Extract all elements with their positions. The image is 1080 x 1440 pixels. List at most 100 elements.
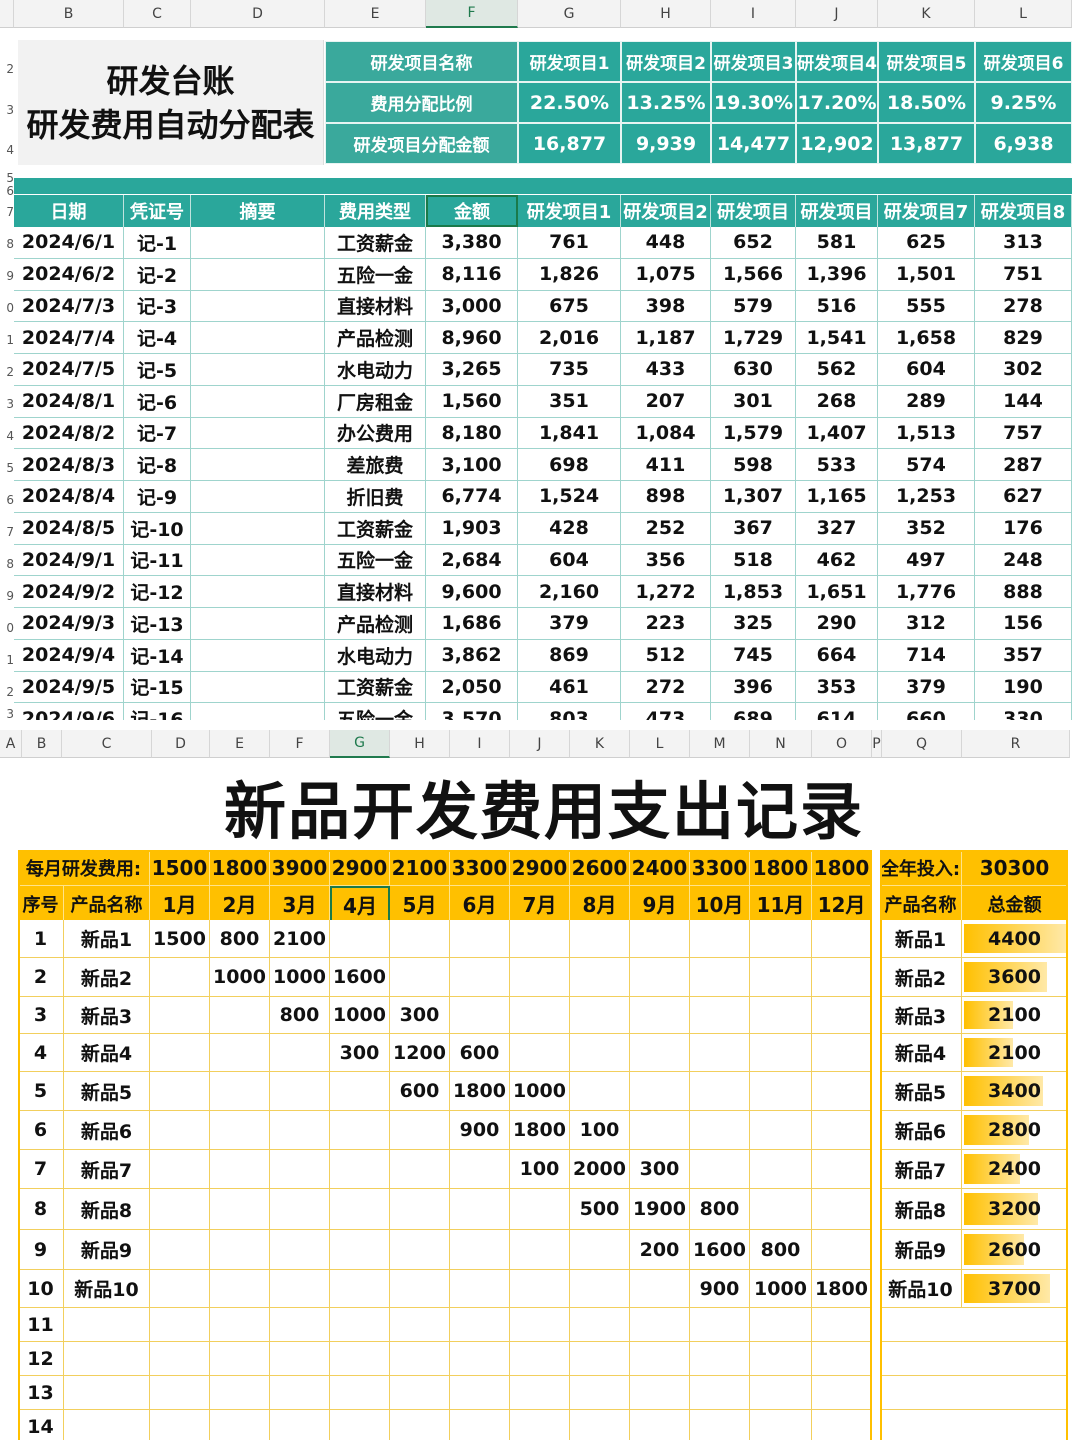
month-amount-cell[interactable]	[812, 1150, 872, 1189]
summary-cell[interactable]	[191, 385, 325, 418]
row-header[interactable]: 7	[6, 525, 14, 539]
voucher-cell[interactable]: 记-5	[124, 354, 191, 386]
month-amount-cell[interactable]	[750, 997, 812, 1034]
month-amount-cell[interactable]	[510, 958, 570, 997]
month-amount-cell[interactable]	[330, 1111, 390, 1150]
month-amount-cell[interactable]: 1800	[812, 1270, 872, 1308]
project-amount-cell[interactable]: 144	[975, 385, 1072, 418]
table-header-cell[interactable]: 研发项目2	[621, 195, 711, 227]
table-header-cell[interactable]: 凭证号	[124, 195, 191, 227]
date-cell[interactable]: 2024/9/6	[14, 703, 124, 720]
month-amount-cell[interactable]	[630, 1410, 690, 1440]
monthly-value-cell[interactable]: 2600	[570, 850, 630, 886]
project-amount-cell[interactable]: 252	[621, 512, 711, 545]
project-amount-cell[interactable]: 1,513	[878, 417, 975, 450]
month-amount-cell[interactable]	[390, 1270, 450, 1308]
table-header-cell[interactable]: 费用类型	[325, 195, 426, 227]
amount-cell[interactable]: 8,180	[426, 417, 518, 450]
summary-cell[interactable]	[191, 290, 325, 323]
date-cell[interactable]: 2024/8/5	[14, 512, 124, 545]
month-amount-cell[interactable]	[570, 958, 630, 997]
monthly-value-cell[interactable]: 1500	[150, 850, 210, 886]
summary-cell[interactable]	[191, 512, 325, 545]
month-amount-cell[interactable]: 200	[630, 1230, 690, 1270]
monthly-value-cell[interactable]: 2900	[330, 850, 390, 886]
month-amount-cell[interactable]	[330, 1376, 390, 1410]
column-header-e[interactable]: E	[325, 0, 426, 28]
amount-cell[interactable]: 8,960	[426, 322, 518, 354]
column-header-e[interactable]: E	[210, 730, 270, 758]
date-cell[interactable]: 2024/8/1	[14, 385, 124, 418]
project-amount-cell[interactable]: 1,566	[711, 258, 796, 291]
month-amount-cell[interactable]	[270, 1111, 330, 1150]
row-number-cell[interactable]: 13	[18, 1376, 64, 1410]
month-amount-cell[interactable]	[450, 1376, 510, 1410]
month-amount-cell[interactable]	[450, 1189, 510, 1230]
amount-cell[interactable]: 2,050	[426, 671, 518, 704]
month-amount-cell[interactable]	[330, 1072, 390, 1111]
month-amount-cell[interactable]: 300	[630, 1150, 690, 1189]
expense-type-cell[interactable]: 折旧费	[325, 481, 426, 513]
row-header[interactable]: 3	[6, 397, 14, 411]
expense-type-cell[interactable]: 厂房租金	[325, 385, 426, 418]
project-amount-cell[interactable]: 272	[621, 671, 711, 704]
row-header[interactable]: 6	[6, 185, 14, 196]
amount-cell[interactable]: 1,686	[426, 608, 518, 640]
product-name-cell[interactable]	[64, 1308, 150, 1342]
month-amount-cell[interactable]	[690, 958, 750, 997]
month-amount-cell[interactable]	[570, 920, 630, 958]
month-amount-cell[interactable]	[270, 1410, 330, 1440]
table-header-cell[interactable]: 4月	[330, 886, 390, 922]
product-name-cell[interactable]: 新品4	[64, 1034, 150, 1072]
month-amount-cell[interactable]	[150, 1410, 210, 1440]
expense-type-cell[interactable]: 直接材料	[325, 290, 426, 323]
row-number-cell[interactable]: 4	[18, 1034, 64, 1072]
month-amount-cell[interactable]	[150, 1150, 210, 1189]
month-amount-cell[interactable]: 1600	[690, 1230, 750, 1270]
summary-cell[interactable]	[191, 703, 325, 720]
project-amount-cell[interactable]: 290	[796, 608, 878, 640]
product-name-cell[interactable]	[64, 1410, 150, 1440]
column-header-d[interactable]: D	[152, 730, 210, 758]
project-amount-cell[interactable]: 325	[711, 608, 796, 640]
monthly-value-cell[interactable]: 2900	[510, 850, 570, 886]
month-amount-cell[interactable]	[150, 1034, 210, 1072]
month-amount-cell[interactable]	[390, 1230, 450, 1270]
month-amount-cell[interactable]	[510, 1034, 570, 1072]
project-amount-cell[interactable]: 473	[621, 703, 711, 720]
table-header-cell[interactable]: 1月	[150, 886, 210, 922]
table-header-cell[interactable]: 研发项目1	[518, 195, 621, 227]
project-amount-cell[interactable]: 803	[518, 703, 621, 720]
project-amount-cell[interactable]: 1,187	[621, 322, 711, 354]
row-header[interactable]: 9	[6, 269, 14, 283]
amount-cell[interactable]: 9,600	[426, 576, 518, 608]
summary-cell[interactable]	[191, 481, 325, 513]
project-amount-cell[interactable]: 497	[878, 544, 975, 577]
expense-type-cell[interactable]: 五险一金	[325, 544, 426, 577]
product-name-cell[interactable]: 新品7	[64, 1150, 150, 1189]
month-amount-cell[interactable]	[510, 1410, 570, 1440]
voucher-cell[interactable]: 记-2	[124, 258, 191, 291]
month-amount-cell[interactable]	[390, 1410, 450, 1440]
row-number-cell[interactable]: 8	[18, 1189, 64, 1230]
summary-cell[interactable]	[191, 258, 325, 291]
amount-cell[interactable]: 3,000	[426, 290, 518, 323]
row-number-cell[interactable]: 2	[18, 958, 64, 997]
project-amount-cell[interactable]: 351	[518, 385, 621, 418]
project-amount-cell[interactable]: 190	[975, 671, 1072, 704]
month-amount-cell[interactable]	[510, 1230, 570, 1270]
row-number-cell[interactable]: 5	[18, 1072, 64, 1111]
column-header-p[interactable]: P	[872, 730, 882, 758]
project-amount-cell[interactable]: 398	[621, 290, 711, 323]
date-cell[interactable]: 2024/7/5	[14, 354, 124, 386]
expense-type-cell[interactable]: 水电动力	[325, 354, 426, 386]
project-amount-cell[interactable]: 660	[878, 703, 975, 720]
table-header-cell[interactable]: 10月	[690, 886, 750, 922]
month-amount-cell[interactable]	[812, 920, 872, 958]
project-amount-cell[interactable]: 248	[975, 544, 1072, 577]
month-amount-cell[interactable]	[630, 1308, 690, 1342]
month-amount-cell[interactable]	[812, 1189, 872, 1230]
month-amount-cell[interactable]	[750, 1150, 812, 1189]
project-amount-cell[interactable]: 379	[878, 671, 975, 704]
date-cell[interactable]: 2024/8/4	[14, 481, 124, 513]
